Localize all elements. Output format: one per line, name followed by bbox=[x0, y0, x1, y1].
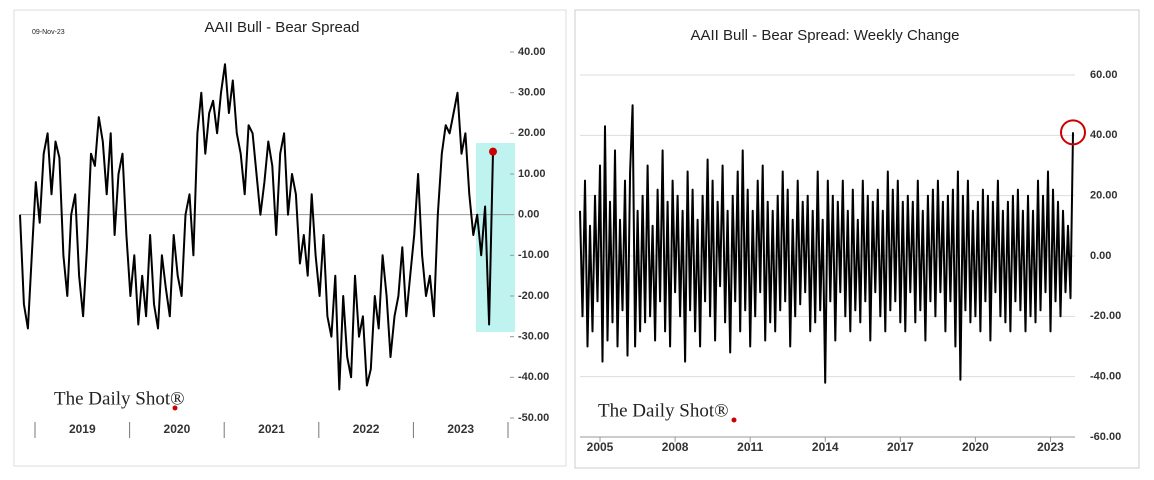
last-point-marker bbox=[489, 147, 497, 156]
x-tick-label: 2008 bbox=[662, 440, 689, 454]
x-tick-label: 2011 bbox=[737, 440, 763, 454]
y-tick-label: -40.00 bbox=[518, 371, 549, 383]
x-tick-label: 2020 bbox=[164, 422, 191, 436]
y-tick-label: 60.00 bbox=[1090, 69, 1118, 81]
date-stamp: 09-Nov-23 bbox=[32, 29, 65, 36]
x-tick-label: 2019 bbox=[69, 422, 96, 436]
data-line bbox=[579, 104, 1074, 384]
y-tick-label: -10.00 bbox=[518, 249, 549, 261]
y-tick-label: 20.00 bbox=[518, 127, 546, 139]
y-tick-label: 40.00 bbox=[518, 46, 546, 58]
x-tick-label: 2017 bbox=[887, 440, 914, 454]
y-tick-label: 40.00 bbox=[1090, 129, 1118, 141]
y-tick-label: -50.00 bbox=[518, 412, 549, 424]
logo-dot bbox=[731, 417, 737, 423]
y-tick-label: -60.00 bbox=[1090, 431, 1121, 443]
logo: The Daily Shot® bbox=[598, 400, 729, 421]
y-tick-label: 30.00 bbox=[518, 87, 546, 99]
data-line bbox=[19, 63, 494, 391]
x-tick-label: 2021 bbox=[258, 422, 285, 436]
last-point-marker bbox=[1060, 119, 1086, 146]
logo-dot bbox=[172, 405, 178, 411]
y-tick-label: -30.00 bbox=[518, 331, 549, 343]
x-tick-label: 2005 bbox=[587, 440, 614, 454]
chart-title: AAII Bull - Bear Spread: Weekly Change bbox=[690, 27, 959, 44]
x-tick-label: 2023 bbox=[1037, 440, 1064, 454]
left-panel bbox=[13, 9, 567, 467]
x-tick-label: 2023 bbox=[447, 422, 474, 436]
y-tick-label: 0.00 bbox=[518, 209, 539, 221]
y-tick-label: -20.00 bbox=[1090, 310, 1121, 322]
y-tick-label: -40.00 bbox=[1090, 371, 1121, 383]
logo: The Daily Shot® bbox=[54, 388, 185, 409]
y-tick-label: 0.00 bbox=[1090, 250, 1111, 262]
y-tick-label: -20.00 bbox=[518, 290, 549, 302]
y-tick-label: 20.00 bbox=[1090, 190, 1118, 202]
x-tick-label: 2020 bbox=[962, 440, 989, 454]
x-tick-label: 2022 bbox=[353, 422, 380, 436]
y-tick-label: 10.00 bbox=[518, 168, 546, 180]
x-tick-label: 2014 bbox=[812, 440, 839, 454]
chart-title: AAII Bull - Bear Spread bbox=[204, 19, 359, 36]
